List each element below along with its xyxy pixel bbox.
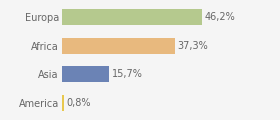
Bar [62,38,175,54]
Text: 0,8%: 0,8% [66,98,91,108]
Bar [62,95,64,111]
Text: 46,2%: 46,2% [204,12,235,22]
Bar [62,66,109,82]
Bar [62,9,202,25]
Text: 15,7%: 15,7% [112,69,143,79]
Text: 37,3%: 37,3% [178,41,208,51]
